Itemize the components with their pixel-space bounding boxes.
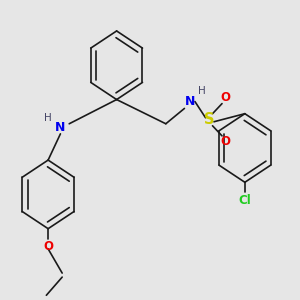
Text: O: O (43, 239, 53, 253)
Text: N: N (55, 121, 66, 134)
Text: H: H (198, 86, 206, 97)
Text: O: O (220, 135, 230, 148)
Text: O: O (220, 91, 230, 104)
Text: N: N (185, 95, 196, 108)
Text: Cl: Cl (238, 194, 251, 207)
Text: S: S (205, 112, 215, 127)
Text: H: H (44, 113, 52, 123)
